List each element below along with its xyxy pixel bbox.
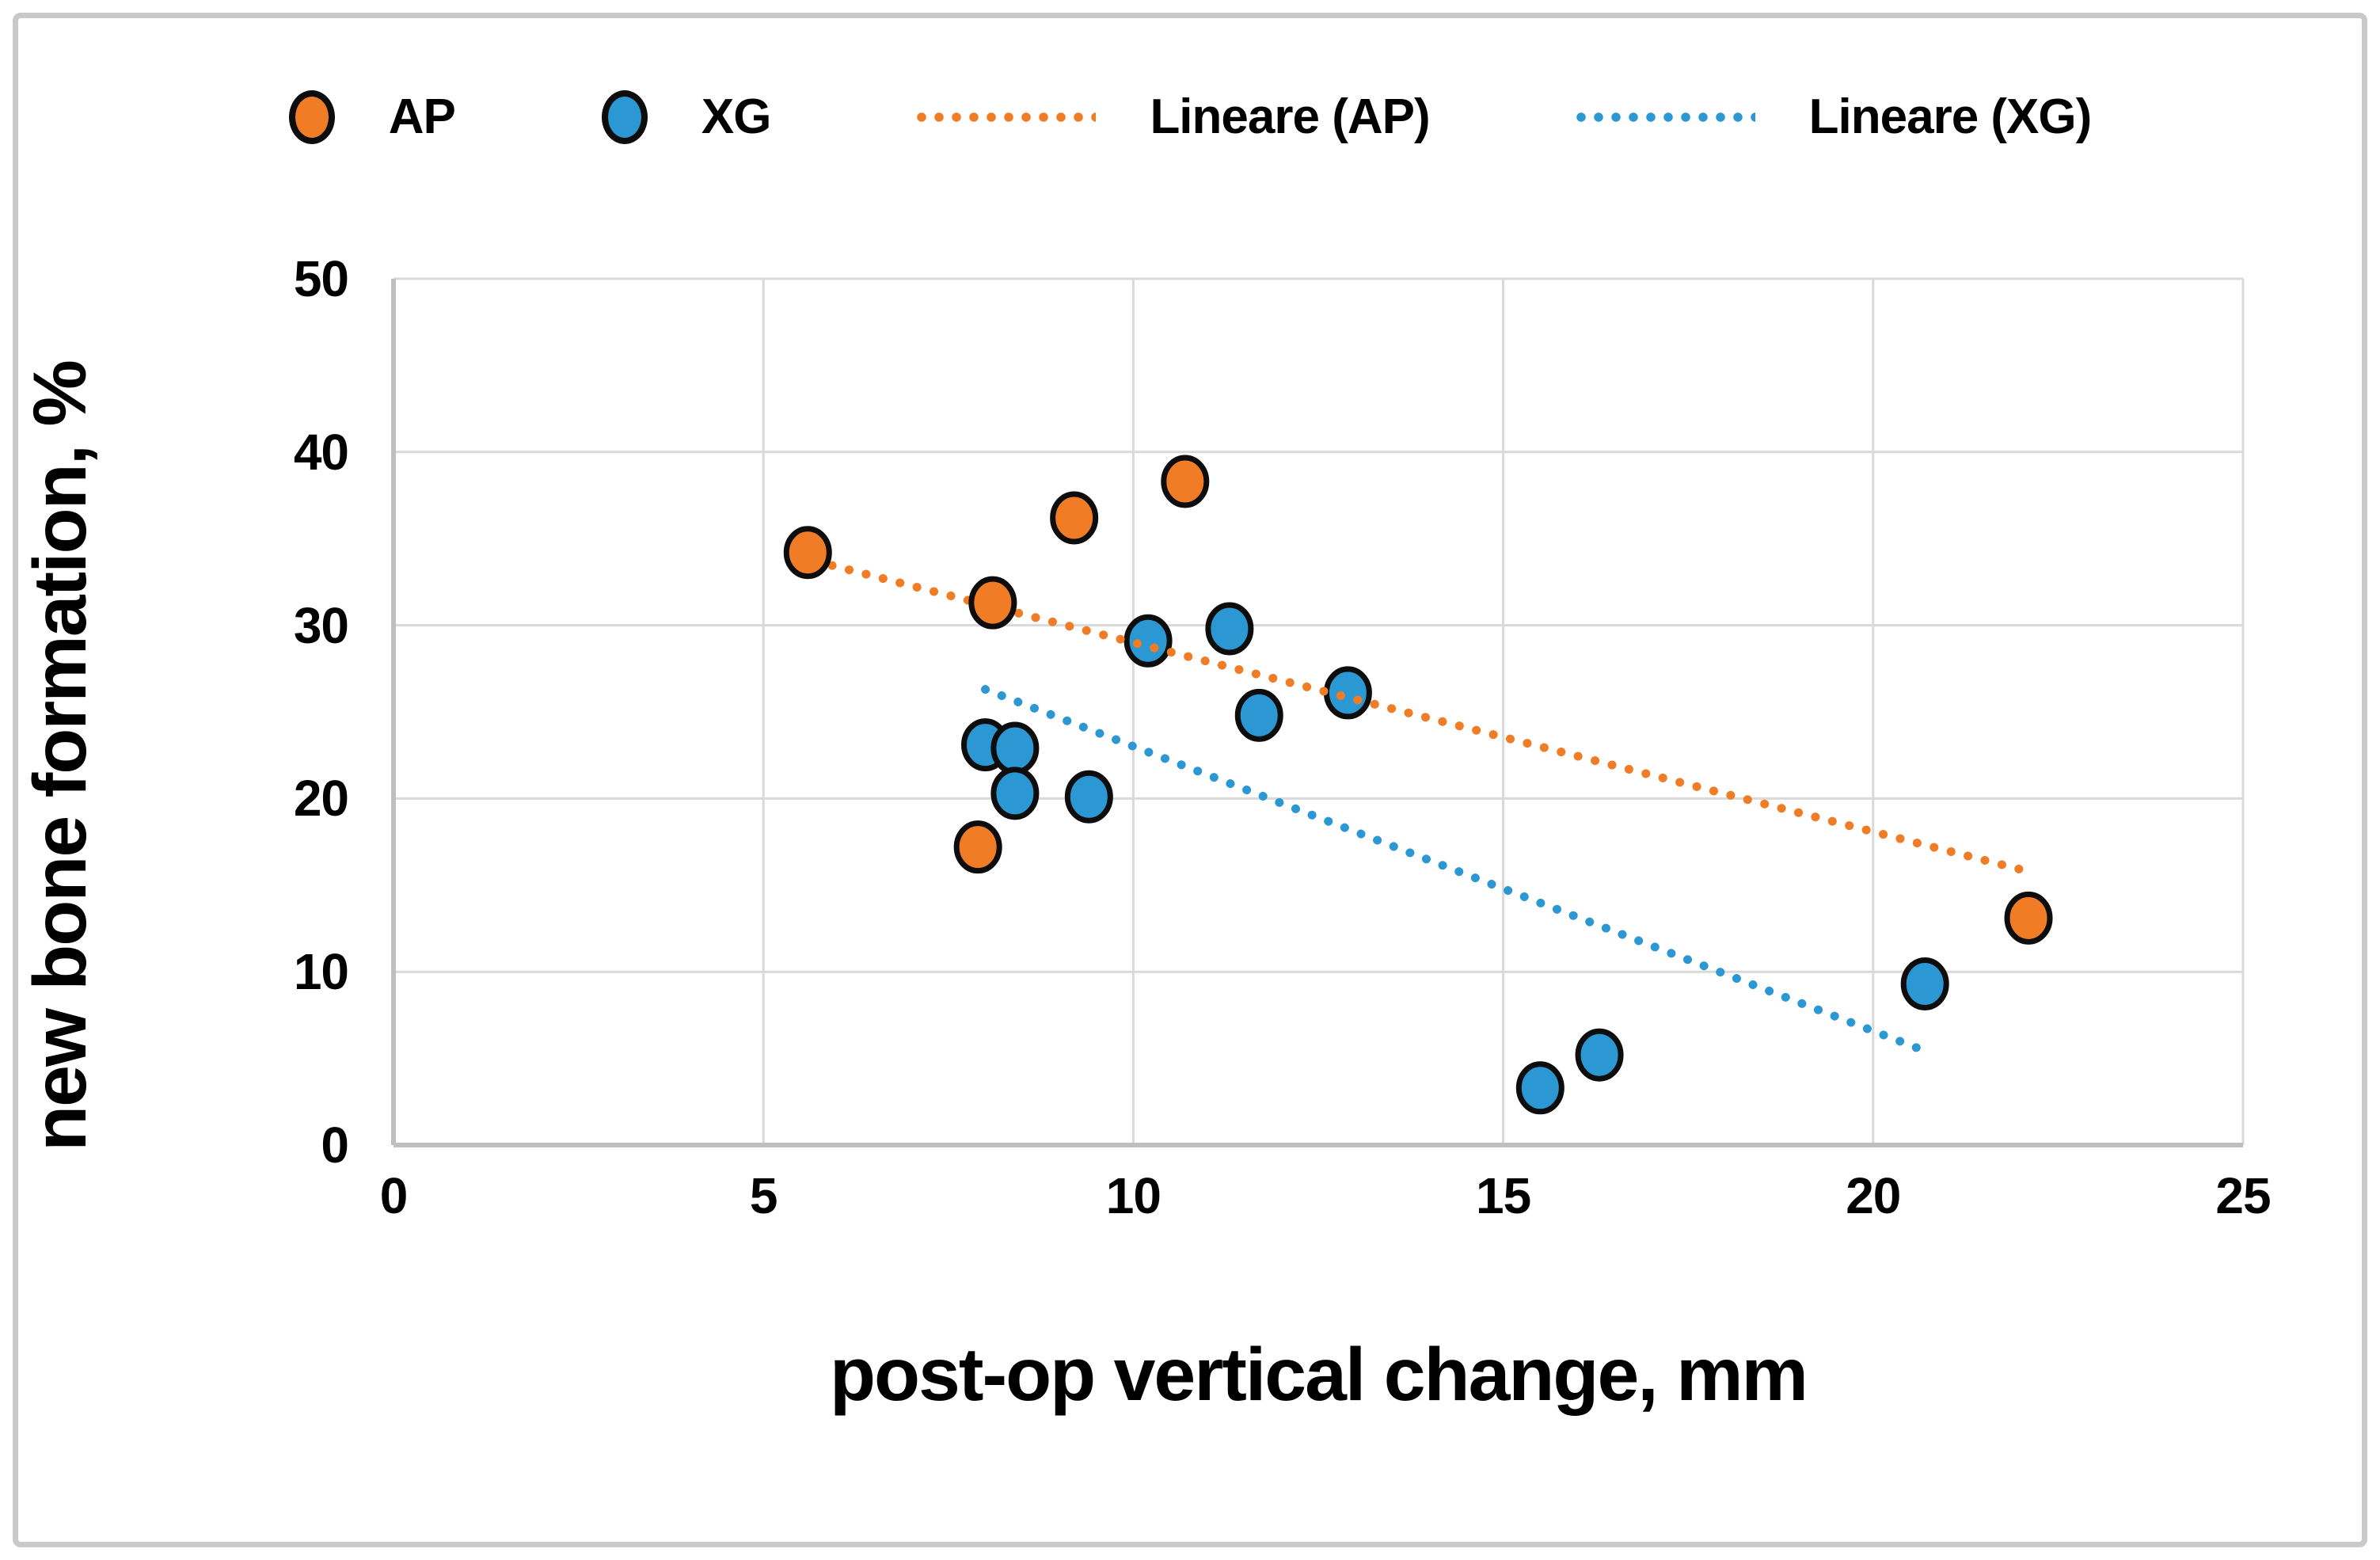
legend-label-lin-ap: Lineare (AP): [1150, 89, 1430, 144]
point-xg: [1064, 770, 1113, 824]
x-axis-title: post-op vertical change, mm: [829, 1333, 1808, 1417]
trendline-xg: [981, 685, 1922, 1052]
y-tick-40: 40: [293, 423, 349, 481]
point-xg: [1205, 602, 1254, 656]
legend-item-lin-ap: Lineare (AP): [917, 89, 1431, 145]
point-ap: [783, 526, 832, 580]
point-xg: [1515, 1061, 1564, 1115]
legend-label-ap: AP: [388, 89, 456, 144]
point-ap: [1161, 455, 1210, 508]
y-tick-0: 0: [321, 1117, 349, 1174]
point-xg: [990, 721, 1040, 775]
point-xg: [1575, 1028, 1624, 1082]
y-tick-20: 20: [293, 770, 349, 828]
point-ap: [968, 576, 1017, 630]
point-ap: [953, 820, 1002, 874]
x-tick-0: 0: [379, 1167, 409, 1224]
legend-label-lin-xg: Lineare (XG): [1808, 89, 2093, 144]
x-tick-20: 20: [1846, 1167, 1901, 1224]
point-xg: [1900, 957, 1949, 1011]
x-tick-15: 15: [1476, 1167, 1531, 1224]
trendline-ap: [811, 557, 2026, 874]
legend-item-ap: AP: [288, 89, 456, 145]
point-xg: [1234, 688, 1283, 742]
x-tick-25: 25: [2215, 1167, 2271, 1224]
y-axis-title: new bone formation, %: [18, 361, 102, 1151]
plot-area: [391, 277, 2245, 1147]
y-tick-50: 50: [293, 250, 349, 307]
xg-marker-icon: [601, 89, 648, 144]
point-xg: [1323, 666, 1372, 720]
point-ap: [2004, 891, 2053, 945]
point-xg: [990, 767, 1040, 820]
x-tick-5: 5: [749, 1167, 778, 1224]
lin-xg-trendline-icon: [1576, 112, 1755, 122]
y-tick-10: 10: [293, 943, 349, 1001]
lin-ap-trendline-icon: [917, 112, 1097, 122]
legend-label-xg: XG: [701, 89, 772, 144]
legend-item-lin-xg: Lineare (XG): [1576, 89, 2092, 145]
legend-item-xg: XG: [601, 89, 772, 145]
y-tick-30: 30: [293, 596, 349, 654]
point-ap: [1050, 491, 1099, 545]
chart-legend: AP XG Lineare (AP) Lineare (XG): [0, 89, 2380, 145]
ap-marker-icon: [288, 89, 335, 144]
point-xg: [1123, 614, 1173, 668]
x-tick-10: 10: [1105, 1167, 1161, 1224]
